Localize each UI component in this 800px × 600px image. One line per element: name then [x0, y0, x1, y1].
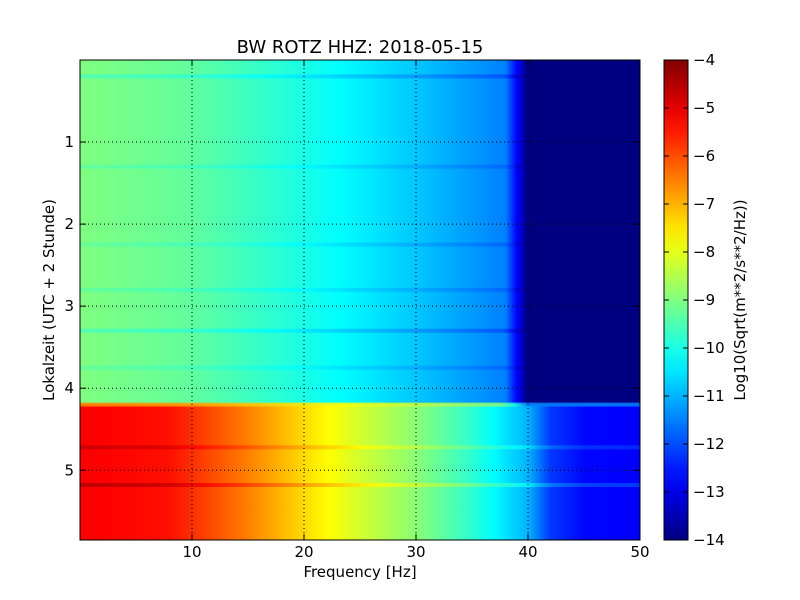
colorbar-tick-label: −10 [693, 339, 725, 357]
colorbar-tick-label: −12 [693, 435, 725, 453]
colorbar-tick-label: −8 [693, 243, 715, 261]
noise-band [80, 328, 551, 333]
colorbar-tick-label: −13 [693, 483, 725, 501]
heatmap-area [80, 60, 640, 540]
y-tick-label: 3 [64, 297, 74, 315]
colorbar-tick-label: −4 [693, 51, 715, 69]
noise-band [80, 164, 528, 169]
noise-band [80, 402, 640, 407]
colorbar-tick-label: −9 [693, 291, 715, 309]
x-tick-label: 50 [630, 543, 649, 561]
noise-band [80, 74, 551, 79]
colorbar-tick-label: −14 [693, 531, 725, 549]
noise-band [80, 483, 640, 488]
y-tick-label: 5 [64, 461, 74, 479]
x-tick-label: 30 [406, 543, 425, 561]
heatmap-segment [80, 60, 640, 405]
noise-band [80, 445, 640, 450]
y-tick-label: 2 [64, 215, 74, 233]
x-tick-label: 10 [182, 543, 201, 561]
y-axis-label: Lokalzeit (UTC + 2 Stunde) [40, 199, 58, 401]
y-tick-label: 1 [64, 133, 74, 151]
noise-band [80, 365, 528, 370]
x-tick-label: 40 [518, 543, 537, 561]
colorbar-label: Log10(Sqrt(m**2/s**2/Hz)) [731, 199, 749, 400]
noise-band [80, 287, 528, 292]
chart-title: BW ROTZ HHZ: 2018-05-15 [237, 37, 484, 58]
colorbar-tick-label: −5 [693, 99, 715, 117]
colorbar-tick-label: −7 [693, 195, 715, 213]
grid-lines [80, 60, 640, 540]
heatmap-segment [80, 404, 640, 540]
x-tick-label: 20 [294, 543, 313, 561]
plot-frame [79, 59, 641, 541]
colorbar-tick-label: −11 [693, 387, 725, 405]
x-axis-label: Frequency [Hz] [303, 563, 416, 581]
colorbar-tick-label: −6 [693, 147, 715, 165]
y-tick-label: 4 [64, 379, 74, 397]
